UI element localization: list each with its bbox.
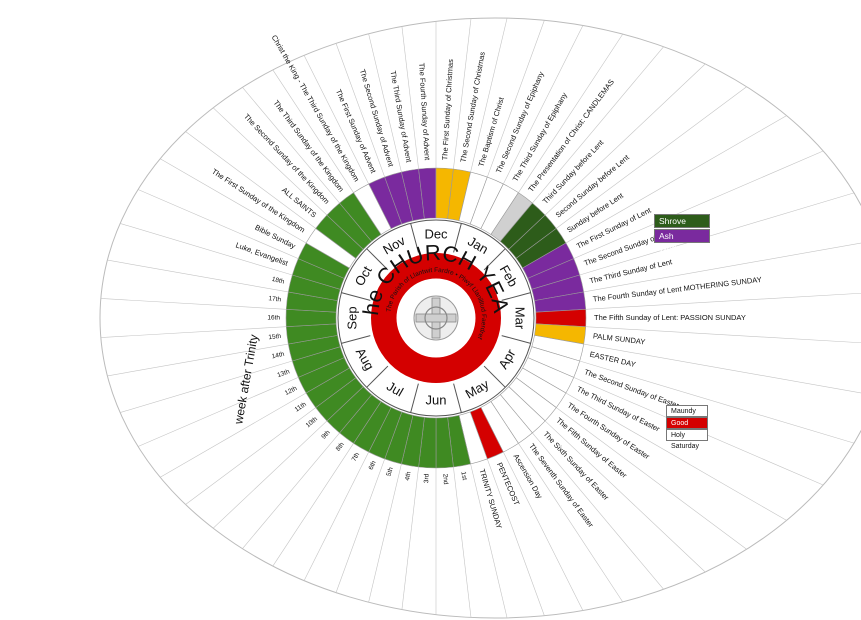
divider-line	[573, 150, 824, 259]
month-label: Sep	[344, 306, 359, 329]
sunday-label: 4th	[404, 471, 413, 481]
divider-line	[368, 33, 402, 173]
sunday-label: 15th	[268, 333, 282, 341]
month-divider	[453, 223, 462, 253]
divider-line	[487, 20, 545, 178]
divider-line	[368, 463, 402, 603]
divider-line	[518, 33, 623, 193]
divider-line	[487, 458, 545, 616]
month-divider	[453, 383, 462, 413]
divider-line	[503, 25, 584, 185]
divider-line	[120, 223, 293, 276]
sunday-label: 3rd	[423, 473, 431, 483]
divider-line	[242, 432, 340, 549]
celtic-cross-icon	[413, 295, 459, 341]
sunday-label: 9th	[320, 429, 332, 441]
divider-line	[556, 86, 747, 229]
divider-line	[401, 466, 419, 610]
divider-line	[453, 18, 472, 170]
month-label: Jun	[426, 392, 447, 407]
shrove-tuesday-box: Shrove Tuesday	[654, 214, 710, 238]
month-divider	[483, 248, 506, 271]
sunday-label: 14th	[271, 351, 285, 361]
divider-line	[470, 463, 508, 618]
sunday-label: 6th	[368, 460, 378, 471]
divider-line	[272, 69, 354, 193]
divider-line	[518, 443, 623, 603]
divider-line	[185, 407, 316, 505]
sunday-label: 17th	[268, 295, 282, 303]
sunday-label: 7th	[351, 451, 362, 463]
divider-line	[335, 43, 385, 178]
divider-line	[544, 63, 706, 216]
sunday-segment	[353, 183, 392, 235]
divider-line	[100, 298, 287, 310]
ash-wednesday-box: Ash Wednesday	[654, 229, 710, 253]
divider-line	[212, 107, 328, 216]
divider-line	[242, 87, 340, 204]
sunday-label: 1st	[459, 471, 467, 481]
divider-line	[579, 360, 855, 444]
month-divider	[366, 248, 389, 271]
divider-line	[453, 466, 472, 618]
good-friday-box: Good Friday	[666, 417, 708, 438]
month-divider	[501, 292, 531, 301]
month-divider	[483, 365, 506, 388]
divider-line	[107, 259, 289, 293]
divider-line	[401, 26, 419, 170]
divider-line	[544, 420, 706, 573]
sunday-label: 13th	[276, 368, 291, 379]
month-divider	[366, 365, 389, 388]
divider-line	[303, 55, 369, 185]
divider-line	[100, 326, 287, 338]
divider-line	[532, 432, 664, 590]
divider-line	[579, 192, 855, 276]
divider-line	[565, 115, 787, 244]
month-divider	[341, 292, 371, 301]
divider-line	[160, 158, 307, 244]
divider-line	[212, 420, 328, 529]
maundy-thursday-box: Maundy Thursday	[666, 405, 708, 426]
divider-line	[120, 360, 293, 413]
divider-line	[565, 392, 787, 521]
month-label: Mar	[513, 307, 528, 330]
sunday-label: 8th	[335, 441, 346, 453]
sunday-label: 18th	[271, 276, 285, 286]
divider-line	[556, 407, 747, 550]
divider-line	[583, 343, 861, 394]
sunday-label: 5th	[386, 466, 395, 477]
divider-line	[585, 326, 861, 344]
divider-line	[585, 292, 861, 310]
month-divider	[410, 223, 419, 253]
divider-line	[503, 451, 584, 611]
divider-line	[532, 46, 664, 204]
sunday-label: 2nd	[441, 474, 449, 486]
sunday-label: 16th	[267, 315, 280, 322]
holy-saturday-box: Holy Saturday	[666, 429, 708, 450]
divider-line	[335, 458, 385, 593]
month-divider	[341, 335, 371, 344]
sunday-label: The Fifth Sunday of Lent: PASSION SUNDAY	[594, 313, 746, 322]
divider-line	[583, 242, 861, 293]
month-divider	[501, 335, 531, 344]
month-divider	[410, 383, 419, 413]
month-label: Jul	[384, 378, 406, 399]
divider-line	[137, 377, 299, 447]
divider-line	[272, 443, 354, 567]
divider-line	[107, 343, 289, 377]
divider-line	[160, 392, 307, 478]
month-label: Dec	[424, 226, 448, 241]
divider-line	[137, 189, 299, 259]
divider-line	[303, 451, 369, 581]
divider-line	[185, 131, 316, 229]
divider-line	[470, 18, 508, 173]
